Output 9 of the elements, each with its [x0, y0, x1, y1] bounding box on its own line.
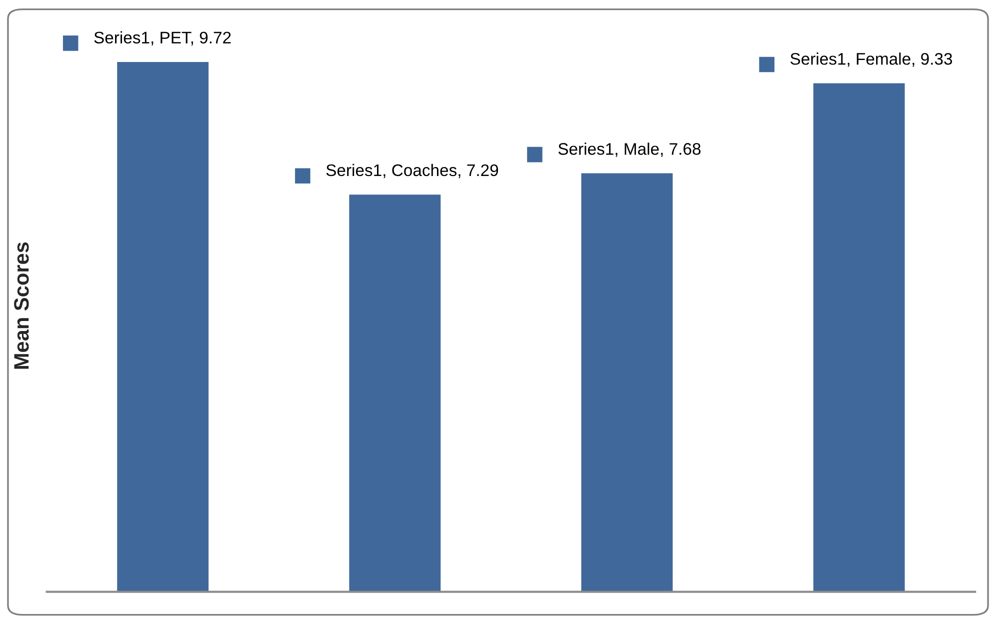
data-label: Series1, Male, 7.68: [558, 142, 701, 157]
bar: [116, 60, 210, 592]
bar: [348, 193, 442, 592]
y-axis-title: Mean Scores: [14, 242, 29, 369]
data-label: Series1, PET, 9.72: [94, 31, 231, 46]
bar: [580, 172, 674, 592]
bar: [812, 82, 906, 592]
data-label: Series1, Female, 9.33: [790, 52, 952, 67]
data-label: Series1, Coaches, 7.29: [326, 164, 498, 178]
